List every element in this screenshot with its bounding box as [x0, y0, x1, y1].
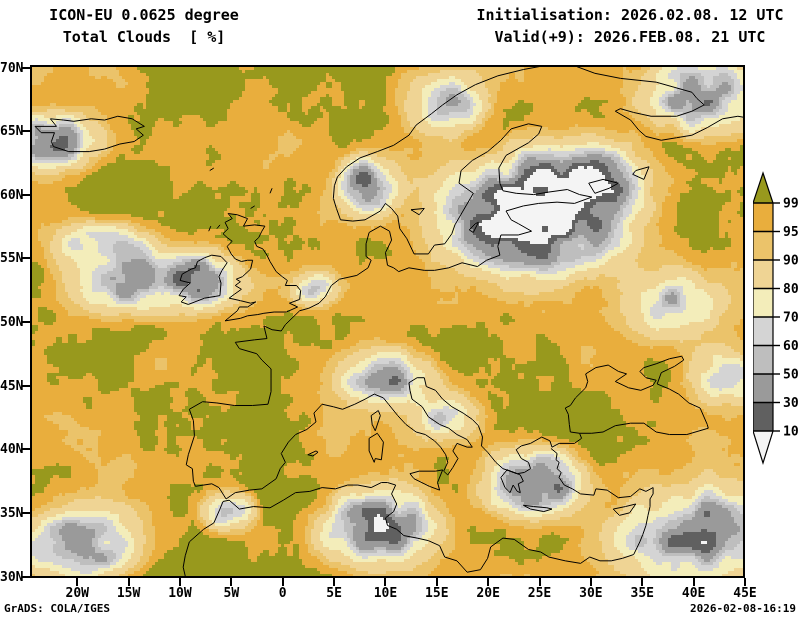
- lon-tick: [127, 578, 130, 586]
- lat-tick: [22, 512, 30, 515]
- svg-text:90: 90: [783, 254, 799, 269]
- lon-tick: [435, 578, 438, 586]
- lon-tick-label: 0: [278, 586, 287, 601]
- svg-text:60: 60: [783, 339, 799, 354]
- lat-tick: [22, 321, 30, 324]
- lat-tick: [22, 193, 30, 196]
- lat-tick-label: 30N: [0, 569, 24, 585]
- lon-tick-label: 10E: [373, 586, 398, 601]
- svg-text:80: 80: [783, 282, 799, 297]
- colorbar: 99.5 95 90 80 70 60 50 30 10: [752, 171, 800, 469]
- lon-tick-label: 5W: [223, 586, 240, 601]
- lon-tick: [76, 578, 79, 586]
- lon-tick: [487, 578, 490, 586]
- valid-time-label: Valid(+9): 2026.FEB.08. 21 UTC: [494, 28, 766, 46]
- map-frame: [30, 65, 745, 578]
- lon-tick: [744, 578, 746, 586]
- lat-tick: [22, 575, 30, 578]
- lon-tick-label: 30E: [579, 586, 603, 601]
- lat-tick: [22, 130, 30, 133]
- lat-tick: [22, 384, 30, 387]
- lon-tick-label: 15E: [425, 586, 449, 601]
- lon-tick-label: 20W: [65, 586, 89, 601]
- lat-tick-label: 50N: [0, 315, 24, 331]
- lat-tick-label: 65N: [0, 124, 24, 140]
- lon-tick-label: 25E: [527, 586, 552, 601]
- lon-tick-label: 5E: [326, 586, 342, 601]
- lon-tick: [281, 578, 284, 586]
- lon-tick-label: 15W: [116, 586, 141, 601]
- lon-tick-label: 10W: [168, 586, 192, 601]
- variable-title: Total Clouds [ %]: [62, 28, 226, 46]
- colorbar-scale: 99.5 95 90 80 70 60 50 30 10: [752, 171, 800, 466]
- lon-tick-label: 40E: [681, 586, 706, 601]
- lat-tick-label: 40N: [0, 442, 24, 458]
- grads-credit: GrADS: COLA/IGES: [4, 602, 110, 615]
- lat-tick: [22, 448, 30, 451]
- model-title: ICON-EU 0.0625 degree: [49, 6, 239, 24]
- lon-tick: [692, 578, 695, 586]
- init-time-label: Initialisation: 2026.02.08. 12 UTC: [476, 6, 784, 24]
- svg-text:70: 70: [783, 311, 799, 326]
- render-timestamp: 2026-02-08-16:19: [690, 602, 796, 615]
- lat-tick-label: 55N: [0, 251, 24, 267]
- svg-text:30: 30: [783, 396, 799, 411]
- lat-tick: [22, 257, 30, 260]
- lon-tick: [178, 578, 181, 586]
- lon-tick-label: 35E: [630, 586, 654, 601]
- lat-tick: [22, 66, 30, 69]
- lon-tick: [589, 578, 592, 586]
- lat-tick-label: 45N: [0, 378, 24, 394]
- lat-tick-label: 60N: [0, 187, 24, 203]
- svg-text:10: 10: [783, 425, 799, 440]
- lat-tick-label: 70N: [0, 60, 24, 76]
- cloud-map-canvas: [32, 67, 743, 576]
- lon-tick-label: 45E: [733, 586, 757, 601]
- lon-tick: [538, 578, 541, 586]
- lon-tick: [333, 578, 336, 586]
- lon-tick: [230, 578, 233, 586]
- svg-text:50: 50: [783, 368, 799, 383]
- svg-text:95: 95: [783, 225, 799, 240]
- lon-tick: [384, 578, 387, 586]
- lon-tick-label: 20E: [476, 586, 500, 601]
- lon-tick: [641, 578, 644, 586]
- svg-text:99.5: 99.5: [783, 197, 800, 212]
- lat-tick-label: 35N: [0, 506, 24, 522]
